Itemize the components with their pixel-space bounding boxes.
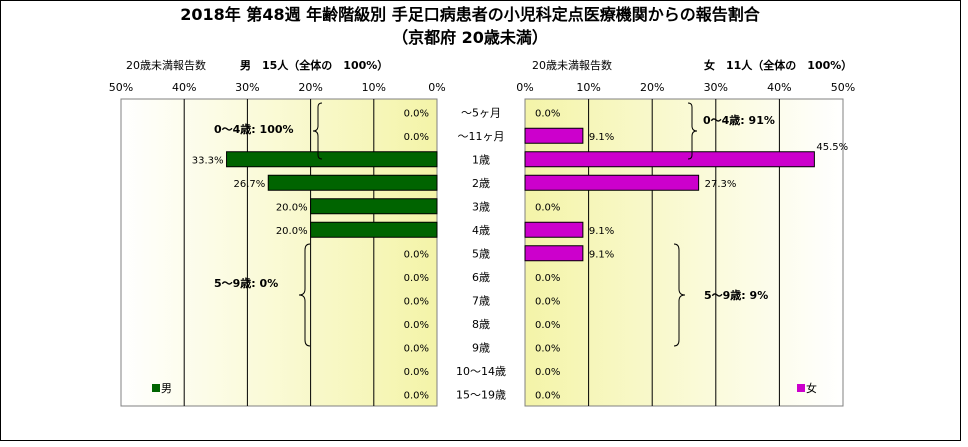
left-brace-0-4 bbox=[312, 102, 323, 160]
female-value-label: 0.0% bbox=[535, 296, 560, 307]
chart-title: 2018年 第48週 年齢階級別 手足口病患者の小児科定点医療機関からの報告割合 bbox=[180, 5, 761, 24]
female-value-label: 9.1% bbox=[589, 132, 614, 143]
left-value-labels: 0.0% 0.0% 33.3% 26.7% 20.0% 20.0% 0.0% 0.0% 0.0%… bbox=[192, 108, 429, 401]
category-label: 1歳 bbox=[472, 153, 490, 166]
male-value-label: 0.0% bbox=[404, 343, 429, 354]
left-bars bbox=[226, 151, 438, 238]
male-value-label: 0.0% bbox=[404, 108, 429, 119]
left-brace-5-9 bbox=[298, 243, 311, 347]
left-x-tick-label: 0% bbox=[428, 81, 445, 94]
right-gridlines bbox=[588, 99, 780, 406]
legend-male-swatch bbox=[152, 384, 160, 392]
right-brace-0-4 bbox=[687, 102, 698, 160]
left-x-tick-label: 50% bbox=[109, 81, 133, 94]
female-value-label: 0.0% bbox=[535, 367, 560, 378]
male-bar bbox=[310, 198, 438, 215]
right-value-labels: 0.0% 9.1% 45.5% 27.3% 0.0% 9.1% 9.1% 0.0% 0.0% 0.… bbox=[535, 108, 848, 401]
category-label: 5歳 bbox=[472, 247, 490, 260]
right-x-tick-label: 40% bbox=[767, 81, 791, 94]
male-bar bbox=[267, 174, 438, 191]
right-x-tick-label: 30% bbox=[704, 81, 728, 94]
right-bars bbox=[524, 127, 815, 262]
category-label: 9歳 bbox=[472, 341, 490, 354]
right-x-axis-ticks: 0% 10% 20% 30% 40% 50% bbox=[516, 81, 855, 94]
female-value-label: 0.0% bbox=[535, 320, 560, 331]
left-gridlines bbox=[183, 99, 375, 406]
legend-male-label: 男 bbox=[161, 382, 172, 395]
male-value-label: 0.0% bbox=[404, 132, 429, 143]
right-x-tick-label: 10% bbox=[576, 81, 600, 94]
female-bar bbox=[524, 127, 584, 144]
category-label: ～11ヶ月 bbox=[458, 130, 505, 143]
female-value-label: 0.0% bbox=[535, 343, 560, 354]
female-bar bbox=[524, 221, 584, 238]
male-bar bbox=[310, 221, 438, 238]
female-value-label: 0.0% bbox=[535, 390, 560, 401]
female-value-label: 0.0% bbox=[535, 202, 560, 213]
female-value-label: 9.1% bbox=[589, 226, 614, 237]
right-annotation-5-9: 5～9歳: 9% bbox=[704, 288, 768, 302]
left-plot-area bbox=[120, 98, 438, 407]
female-value-label: 0.0% bbox=[535, 108, 560, 119]
right-x-tick-label: 0% bbox=[516, 81, 533, 94]
male-value-label: 20.0% bbox=[276, 226, 308, 237]
right-x-tick-label: 50% bbox=[831, 81, 855, 94]
female-value-label: 27.3% bbox=[705, 179, 737, 190]
male-value-label: 0.0% bbox=[404, 320, 429, 331]
category-label: 8歳 bbox=[472, 318, 490, 331]
category-label: 2歳 bbox=[472, 177, 490, 190]
category-label: 3歳 bbox=[472, 200, 490, 213]
category-labels: ～5ヶ月 ～11ヶ月 1歳 2歳 3歳 4歳 5歳 6歳 7歳 8歳 9歳 10～14歳 15～19歳 bbox=[456, 106, 506, 401]
female-bar bbox=[524, 174, 700, 191]
chart-subtitle: （京都府 20歳未満） bbox=[392, 28, 548, 47]
male-value-label: 0.0% bbox=[404, 249, 429, 260]
male-value-label: 0.0% bbox=[404, 273, 429, 284]
left-x-tick-label: 10% bbox=[362, 81, 386, 94]
category-label: 15～19歳 bbox=[456, 388, 506, 401]
left-annotation-5-9: 5～9歳: 0% bbox=[214, 276, 278, 290]
left-x-axis-ticks: 50% 40% 30% 20% 10% 0% bbox=[109, 81, 446, 94]
right-x-tick-label: 20% bbox=[640, 81, 664, 94]
female-bar bbox=[524, 245, 584, 262]
female-bar bbox=[524, 151, 815, 168]
male-value-label: 0.0% bbox=[404, 296, 429, 307]
left-subtitle-count: 男 15人（全体の 100%） bbox=[240, 58, 388, 72]
legend-female-swatch bbox=[797, 384, 805, 392]
category-label: 10～14歳 bbox=[456, 365, 506, 378]
right-subtitle-label: 20歳未満報告数 bbox=[532, 59, 612, 72]
male-value-label: 0.0% bbox=[404, 390, 429, 401]
right-brace-5-9 bbox=[673, 243, 686, 347]
male-value-label: 33.3% bbox=[192, 155, 224, 166]
category-label: 4歳 bbox=[472, 224, 490, 237]
male-value-label: 20.0% bbox=[276, 202, 308, 213]
left-annotation-0-4: 0～4歳: 100% bbox=[214, 122, 294, 136]
category-label: 7歳 bbox=[472, 294, 490, 307]
female-value-label: 45.5% bbox=[816, 142, 848, 153]
category-label: ～5ヶ月 bbox=[461, 106, 501, 119]
right-subtitle-count: 女 11人（全体の 100%） bbox=[704, 58, 852, 72]
male-value-label: 0.0% bbox=[404, 367, 429, 378]
category-label: 6歳 bbox=[472, 271, 490, 284]
male-bar bbox=[226, 151, 438, 168]
right-annotation-0-4: 0～4歳: 91% bbox=[703, 113, 775, 127]
female-value-label: 0.0% bbox=[535, 273, 560, 284]
left-x-tick-label: 30% bbox=[235, 81, 259, 94]
left-x-tick-label: 40% bbox=[172, 81, 196, 94]
left-x-tick-label: 20% bbox=[298, 81, 322, 94]
legend-female-label: 女 bbox=[806, 381, 817, 395]
left-subtitle-label: 20歳未満報告数 bbox=[126, 59, 206, 72]
male-value-label: 26.7% bbox=[233, 179, 265, 190]
female-value-label: 9.1% bbox=[589, 249, 614, 260]
